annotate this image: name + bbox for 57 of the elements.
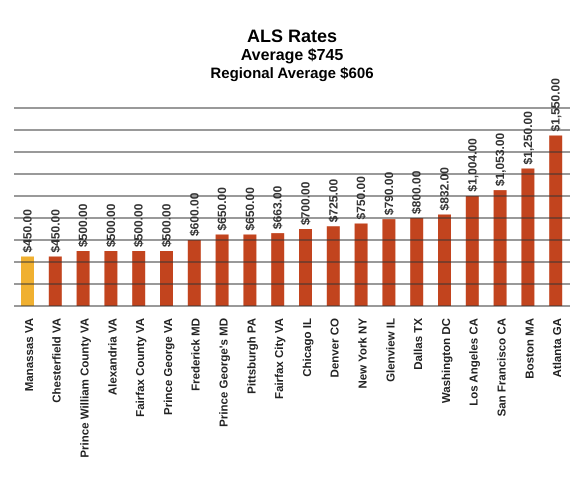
x-tick-label: Los Angeles CA	[468, 318, 481, 406]
x-tick-label: Frederick MD	[190, 318, 203, 391]
bar	[549, 136, 562, 306]
data-label: $500.00	[160, 203, 174, 247]
x-tick-label: Glenview IL	[385, 318, 398, 382]
x-tick-label: Fairfax County VA	[135, 318, 148, 417]
data-label: $1,053.00	[493, 132, 508, 186]
bar	[382, 219, 396, 306]
bar	[76, 251, 90, 306]
bar	[521, 168, 534, 306]
bar	[494, 190, 507, 306]
bar	[466, 196, 479, 306]
bar	[188, 240, 201, 306]
data-label: $450.00	[48, 208, 62, 252]
x-tick-label: Prince William County VA	[80, 318, 92, 458]
data-label: $450.00	[20, 208, 34, 252]
data-label: $500.00	[104, 203, 118, 247]
x-tick-label: Pittsburgh PA	[246, 318, 258, 394]
bar	[21, 256, 34, 306]
chart-title: ALS Rates	[246, 26, 338, 47]
data-label: $663.00	[270, 185, 285, 230]
x-tick-label: Denver CO	[330, 318, 342, 378]
data-label: $1,004.00	[465, 138, 480, 192]
x-tick-label: Prince George VA	[162, 318, 175, 415]
x-tick-label: Washington DC	[440, 318, 453, 404]
data-label: $725.00	[326, 178, 340, 222]
bar	[160, 251, 173, 306]
x-tick-label: San Francisco CA	[496, 318, 508, 416]
data-label: $1,550.00	[548, 78, 563, 132]
data-label: $500.00	[132, 203, 146, 247]
data-label: $832.00	[438, 166, 452, 210]
bar	[299, 229, 312, 306]
bar	[438, 214, 451, 306]
x-tick-label: Dallas TX	[413, 318, 426, 370]
x-tick-label: Chicago IL	[302, 318, 314, 377]
bar	[410, 218, 424, 306]
x-tick-label: Manassas VA	[24, 318, 36, 392]
x-tick-label: Alexandria VA	[107, 318, 120, 396]
data-label: $700.00	[298, 181, 312, 225]
x-tick-label: Prince George's MD	[218, 318, 230, 427]
x-tick-label: Chesterfield VA	[52, 318, 64, 403]
x-tick-label: Boston MA	[524, 318, 536, 379]
bar	[271, 233, 284, 306]
data-label: $1,250.00	[520, 110, 535, 164]
text: Regional Average $606	[210, 65, 374, 82]
chart-subtitle: Average $745	[240, 47, 344, 65]
x-tick-label: Fairfax City VA	[274, 318, 286, 399]
x-tick-label: New York NY	[358, 318, 370, 389]
bar	[48, 256, 62, 306]
bar	[243, 234, 256, 306]
bar	[104, 251, 118, 306]
bar	[326, 226, 340, 306]
bar	[216, 234, 229, 306]
bar	[354, 224, 368, 306]
data-label: $500.00	[76, 203, 90, 247]
bar	[132, 251, 146, 306]
x-tick-label: Atlanta GA	[552, 318, 564, 378]
